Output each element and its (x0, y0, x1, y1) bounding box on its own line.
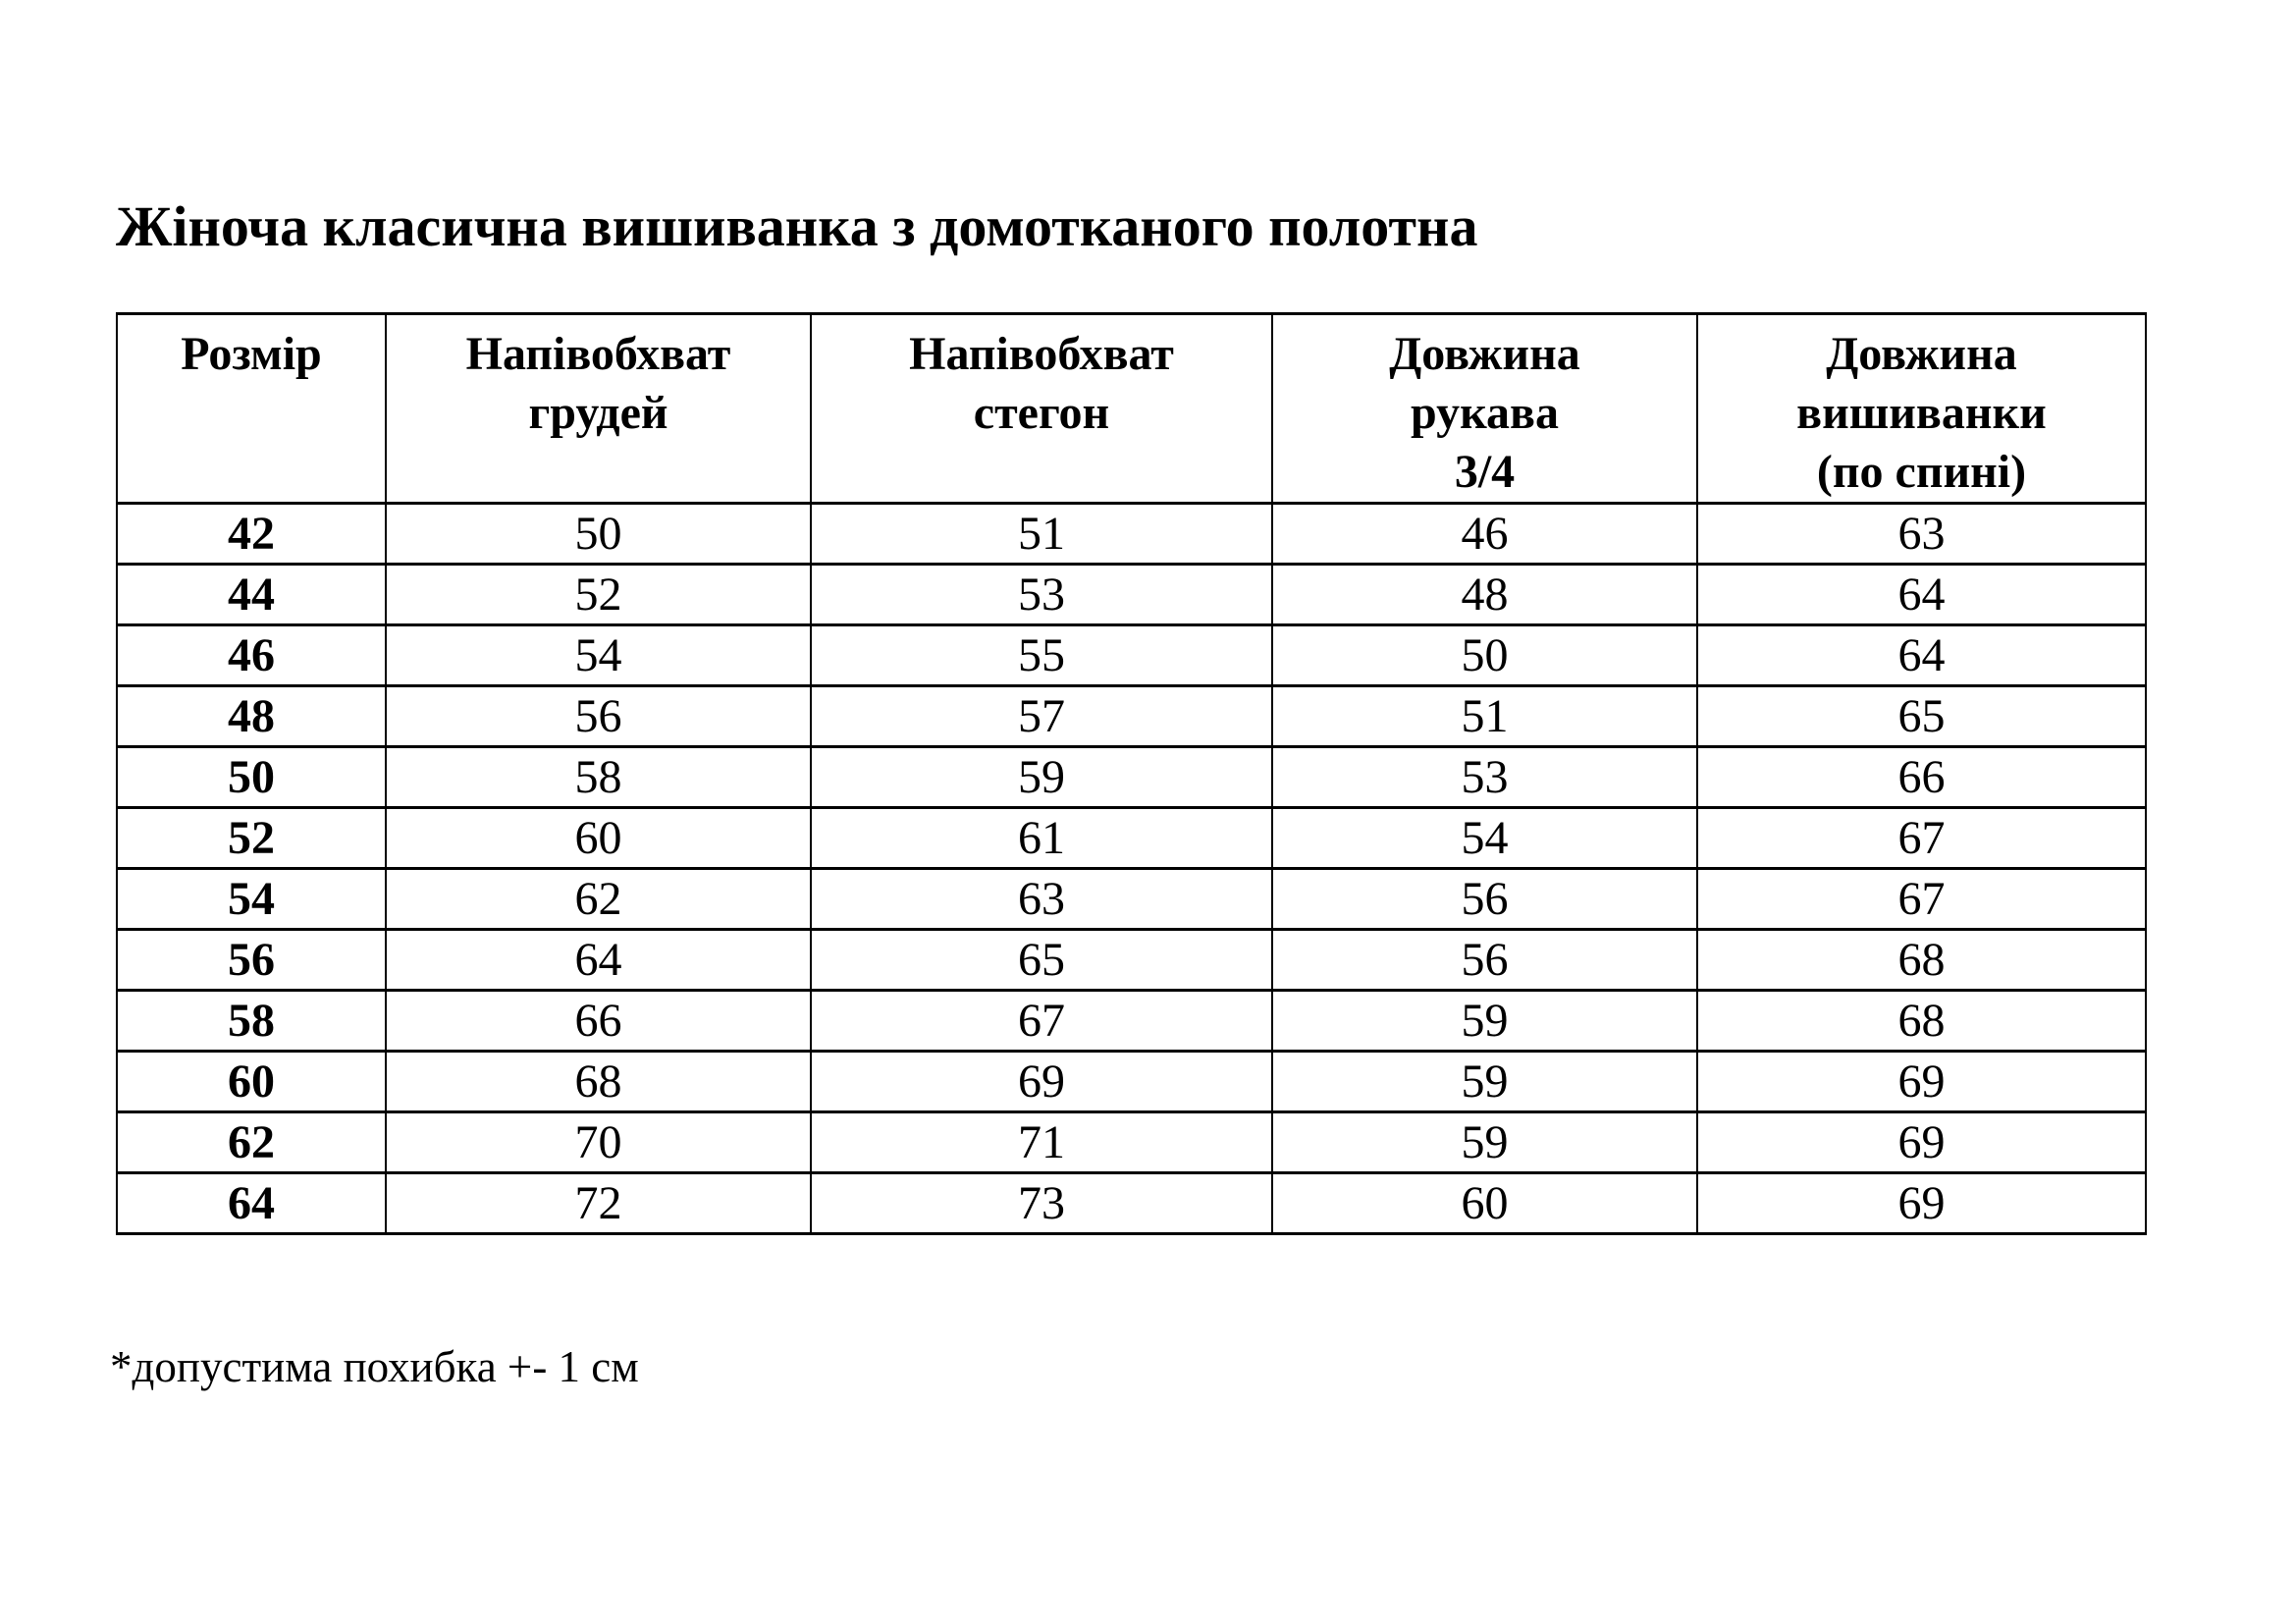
table-cell: 67 (810, 989, 1273, 1053)
table-cell: 69 (1696, 1050, 2147, 1113)
table-cell: 44 (116, 563, 387, 626)
column-header-chest: Напівобхват грудей (385, 312, 812, 505)
table-cell: 48 (1271, 563, 1698, 626)
table-cell: 53 (1271, 745, 1698, 809)
table-cell: 69 (810, 1050, 1273, 1113)
table-row: 50 58 59 53 66 (116, 745, 2147, 809)
header-line: Напівобхват (909, 328, 1174, 380)
header-line: Розмір (181, 328, 322, 380)
table-cell: 56 (1271, 867, 1698, 931)
table-cell: 50 (116, 745, 387, 809)
table-row: 64 72 73 60 69 (116, 1171, 2147, 1235)
header-row: Розмір Напівобхват грудей Напівобхват ст… (116, 312, 2147, 505)
table-cell: 66 (1696, 745, 2147, 809)
table-cell: 54 (1271, 806, 1698, 870)
table-cell: 69 (1696, 1110, 2147, 1174)
column-header-hips: Напівобхват стегон (810, 312, 1273, 505)
header-line: (по спині) (1816, 446, 2027, 498)
table-cell: 54 (116, 867, 387, 931)
header-line: грудей (528, 387, 668, 439)
table-row: 42 50 51 46 63 (116, 502, 2147, 566)
table-cell: 56 (385, 684, 812, 748)
table-cell: 50 (385, 502, 812, 566)
table-cell: 65 (810, 928, 1273, 992)
header-line: Довжина (1826, 328, 2017, 380)
table-row: 44 52 53 48 64 (116, 563, 2147, 626)
table-cell: 67 (1696, 806, 2147, 870)
column-header-back-length: Довжина вишиванки (по спині) (1696, 312, 2147, 505)
header-line: Довжина (1389, 328, 1580, 380)
table-cell: 48 (116, 684, 387, 748)
table-cell: 60 (385, 806, 812, 870)
table-cell: 61 (810, 806, 1273, 870)
column-header-sleeve: Довжина рукава 3/4 (1271, 312, 1698, 505)
header-line: стегон (973, 387, 1110, 439)
table-cell: 59 (1271, 1050, 1698, 1113)
table-row: 46 54 55 50 64 (116, 623, 2147, 687)
table-cell: 68 (1696, 928, 2147, 992)
table-cell: 46 (1271, 502, 1698, 566)
table-cell: 56 (116, 928, 387, 992)
table-cell: 51 (1271, 684, 1698, 748)
table-cell: 58 (385, 745, 812, 809)
table-row: 56 64 65 56 68 (116, 928, 2147, 992)
table-cell: 59 (1271, 989, 1698, 1053)
table-cell: 62 (116, 1110, 387, 1174)
table-cell: 56 (1271, 928, 1698, 992)
header-line: Напівобхват (465, 328, 731, 380)
column-header-size: Розмір (116, 312, 387, 505)
table-cell: 72 (385, 1171, 812, 1235)
table-cell: 60 (116, 1050, 387, 1113)
footnote: *допустима похибка +- 1 см (110, 1342, 639, 1391)
table-cell: 67 (1696, 867, 2147, 931)
table-cell: 70 (385, 1110, 812, 1174)
table-cell: 64 (116, 1171, 387, 1235)
table-cell: 57 (810, 684, 1273, 748)
table-cell: 51 (810, 502, 1273, 566)
table-row: 58 66 67 59 68 (116, 989, 2147, 1053)
table-cell: 52 (385, 563, 812, 626)
table-cell: 63 (1696, 502, 2147, 566)
table-cell: 64 (385, 928, 812, 992)
table-cell: 42 (116, 502, 387, 566)
table-cell: 65 (1696, 684, 2147, 748)
table-cell: 64 (1696, 563, 2147, 626)
table-cell: 62 (385, 867, 812, 931)
table-cell: 52 (116, 806, 387, 870)
header-line: 3/4 (1454, 446, 1516, 498)
table-cell: 54 (385, 623, 812, 687)
table-cell: 73 (810, 1171, 1273, 1235)
table-cell: 68 (385, 1050, 812, 1113)
table-cell: 59 (1271, 1110, 1698, 1174)
table-cell: 63 (810, 867, 1273, 931)
table-row: 48 56 57 51 65 (116, 684, 2147, 748)
table-row: 62 70 71 59 69 (116, 1110, 2147, 1174)
table-cell: 60 (1271, 1171, 1698, 1235)
table-cell: 53 (810, 563, 1273, 626)
table-cell: 68 (1696, 989, 2147, 1053)
size-table-body: 42 50 51 46 63 44 52 53 48 64 46 54 55 50 64 48 56 57 51 65… (116, 502, 2147, 1235)
table-cell: 66 (385, 989, 812, 1053)
table-row: 52 60 61 54 67 (116, 806, 2147, 870)
table-cell: 58 (116, 989, 387, 1053)
page-title: Жіноча класична вишиванка з домотканого … (116, 194, 1478, 258)
table-cell: 64 (1696, 623, 2147, 687)
table-cell: 71 (810, 1110, 1273, 1174)
table-row: 60 68 69 59 69 (116, 1050, 2147, 1113)
table-cell: 46 (116, 623, 387, 687)
size-table: Розмір Напівобхват грудей Напівобхват ст… (116, 312, 2147, 1235)
table-row: 54 62 63 56 67 (116, 867, 2147, 931)
header-line: рукава (1411, 387, 1559, 439)
table-cell: 69 (1696, 1171, 2147, 1235)
size-table-header: Розмір Напівобхват грудей Напівобхват ст… (116, 312, 2147, 505)
header-line: вишиванки (1796, 387, 2047, 439)
table-cell: 59 (810, 745, 1273, 809)
table-cell: 55 (810, 623, 1273, 687)
table-cell: 50 (1271, 623, 1698, 687)
